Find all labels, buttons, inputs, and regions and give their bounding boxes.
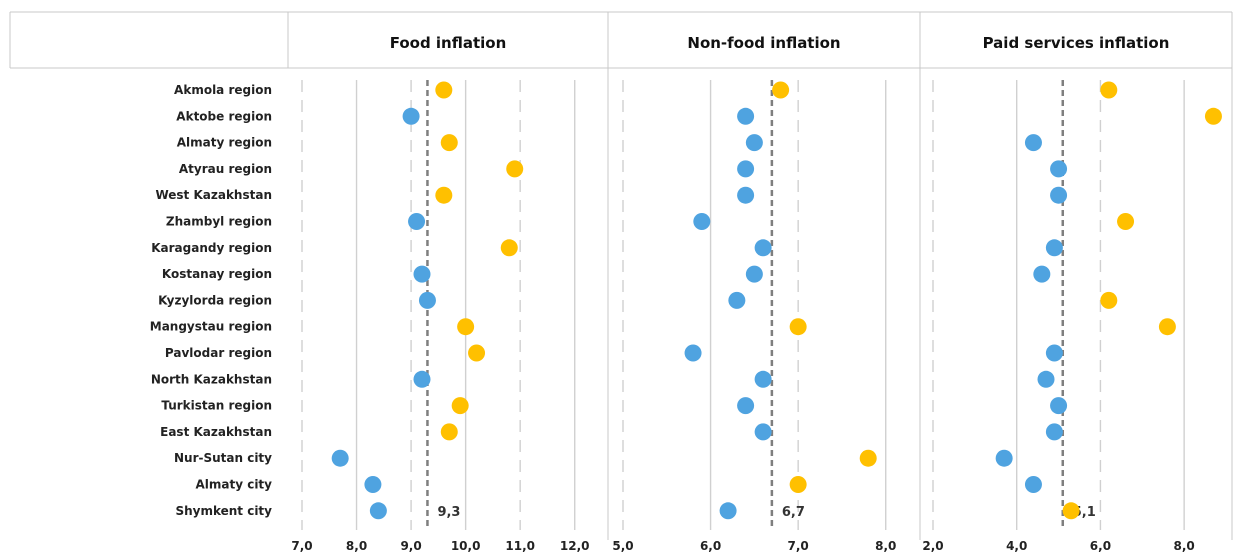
region-label: Turkistan region xyxy=(161,399,272,413)
data-point xyxy=(331,449,349,467)
data-point xyxy=(728,291,746,309)
data-point xyxy=(737,397,755,415)
data-point xyxy=(1037,370,1055,388)
x-tick-label: 8,0 xyxy=(346,539,367,552)
x-tick-label: 8,0 xyxy=(1174,539,1195,552)
data-point xyxy=(402,107,420,125)
x-tick-label: 4,0 xyxy=(1006,539,1027,552)
chart-frame xyxy=(9,11,1233,540)
region-label: Pavlodar region xyxy=(165,346,272,360)
data-point xyxy=(859,449,877,467)
data-point xyxy=(1033,265,1051,283)
panel-title: Food inflation xyxy=(390,34,507,52)
data-point xyxy=(754,370,772,388)
region-labels: Akmola region Aktobe region Almaty region A… xyxy=(150,83,272,518)
x-tick-label: 2,0 xyxy=(922,539,943,552)
x-tick-label: 8,0 xyxy=(875,539,896,552)
data-point xyxy=(1062,502,1080,520)
region-label: West Kazakhstan xyxy=(155,188,272,202)
x-tick-label: 10,0 xyxy=(451,539,481,552)
panel-2: Non-food inflation 5,0 6,0 7,0 8,0 6,7 xyxy=(612,34,896,552)
region-label: East Kazakhstan xyxy=(160,425,272,439)
x-tick-label: 7,0 xyxy=(291,539,312,552)
region-label: Almaty city xyxy=(195,478,272,492)
data-point xyxy=(737,186,755,204)
data-point xyxy=(1050,186,1068,204)
region-label: Akmola region xyxy=(174,83,272,97)
region-label: Shymkent city xyxy=(175,504,272,518)
data-point xyxy=(1117,213,1135,230)
data-point xyxy=(435,81,453,99)
data-point xyxy=(506,160,524,178)
data-point xyxy=(364,476,382,493)
data-point xyxy=(754,423,772,441)
data-point xyxy=(684,344,702,362)
data-point xyxy=(413,265,431,283)
data-point xyxy=(468,344,486,362)
data-point xyxy=(435,186,453,204)
region-label: Mangystau region xyxy=(150,320,272,334)
panel-title: Non-food inflation xyxy=(687,34,840,52)
data-point xyxy=(995,449,1013,467)
data-point xyxy=(745,265,763,283)
data-point xyxy=(1045,344,1063,362)
data-point xyxy=(418,291,436,309)
data-point xyxy=(440,134,458,152)
data-point xyxy=(737,107,755,125)
reference-label: 9,3 xyxy=(437,505,460,520)
data-point xyxy=(772,81,790,99)
data-point xyxy=(451,397,469,415)
data-point xyxy=(457,318,475,336)
data-point xyxy=(719,502,737,520)
region-label: Almaty region xyxy=(177,136,272,150)
region-label: Karagandy region xyxy=(151,241,272,255)
data-point xyxy=(1158,318,1176,336)
reference-label: 6,7 xyxy=(782,505,805,520)
region-label: Atyrau region xyxy=(179,162,272,176)
data-point xyxy=(1204,107,1222,125)
data-point xyxy=(1024,134,1042,152)
data-point xyxy=(1100,291,1118,309)
x-tick-label: 7,0 xyxy=(788,539,809,552)
region-label: North Kazakhstan xyxy=(151,372,272,386)
data-point xyxy=(369,502,387,520)
x-tick-label: 11,0 xyxy=(505,539,535,552)
data-point xyxy=(1045,423,1063,441)
region-label: Nur-Sutan city xyxy=(174,451,272,465)
region-label: Kyzylorda region xyxy=(158,293,272,307)
data-point xyxy=(408,213,426,230)
data-point xyxy=(1050,397,1068,415)
data-point xyxy=(693,213,711,230)
chart-panels: Food inflation 7,0 8,0 9,0 10,0 11,0 12,0 9,3 No… xyxy=(291,34,1222,552)
data-point xyxy=(789,476,807,493)
panel-title: Paid services inflation xyxy=(983,34,1170,52)
region-label: Zhambyl region xyxy=(166,215,272,229)
region-label: Aktobe region xyxy=(176,109,272,123)
data-point xyxy=(413,370,431,388)
x-tick-label: 6,0 xyxy=(1090,539,1111,552)
panel-1: Food inflation 7,0 8,0 9,0 10,0 11,0 12,0 9,3 xyxy=(291,34,589,552)
data-point xyxy=(737,160,755,178)
region-label: Kostanay region xyxy=(162,267,272,281)
x-tick-label: 6,0 xyxy=(700,539,721,552)
x-tick-label: 9,0 xyxy=(400,539,421,552)
x-tick-label: 5,0 xyxy=(612,539,633,552)
data-point xyxy=(754,239,772,257)
data-point xyxy=(789,318,807,336)
data-point xyxy=(1100,81,1118,99)
data-point xyxy=(500,239,518,257)
data-point xyxy=(1045,239,1063,257)
data-point xyxy=(440,423,458,441)
data-point xyxy=(1024,476,1042,493)
data-point xyxy=(745,134,763,152)
data-point xyxy=(1050,160,1068,178)
x-tick-label: 12,0 xyxy=(560,539,590,552)
